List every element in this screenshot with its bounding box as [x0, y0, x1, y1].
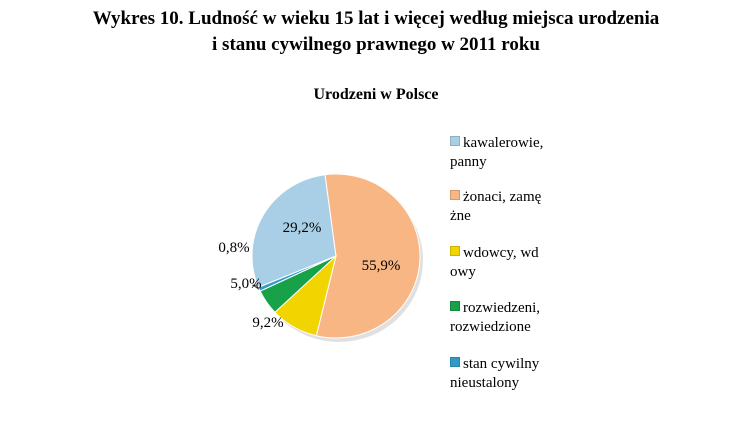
- legend-label: żonaci, zamę żne: [450, 189, 542, 224]
- legend-item-wdowcy: wdowcy, wd owy: [450, 244, 590, 282]
- legend-item-rozwiedzeni: rozwiedzeni, rozwiedzione: [450, 299, 590, 337]
- legend-swatch: [450, 301, 460, 311]
- legend-label: rozwiedzeni, rozwiedzione: [450, 300, 541, 335]
- leader-line: [251, 284, 260, 290]
- legend-swatch: [450, 246, 460, 256]
- legend-label: stan cywilny nieustalony: [450, 356, 540, 391]
- pie-slice: [315, 173, 421, 339]
- data-label: 55,9%: [362, 258, 401, 274]
- main-title: Wykres 10. Ludność w wieku 15 lat i więc…: [0, 6, 752, 58]
- main-title-line-1: Wykres 10. Ludność w wieku 15 lat i więc…: [92, 8, 660, 29]
- data-label: 29,2%: [283, 220, 322, 236]
- chart-title: Urodzeni w Polsce: [313, 86, 439, 103]
- pie-slice: [251, 174, 337, 289]
- main-title-line-2: i stanu cywilnego prawnego w 2011 roku: [212, 34, 540, 55]
- legend-swatch: [450, 357, 460, 367]
- legend-swatch: [450, 190, 460, 200]
- data-label: 5,0%: [230, 276, 261, 292]
- legend-label: wdowcy, wd owy: [450, 245, 539, 280]
- legend-label: kawalerowie, panny: [450, 135, 544, 170]
- legend-swatch: [450, 136, 460, 146]
- data-label: 0,8%: [218, 240, 249, 256]
- legend-item-kawalerowie: kawalerowie, panny: [450, 134, 590, 172]
- legend-item-zonaci: żonaci, zamę żne: [450, 188, 590, 226]
- legend-item-nieustalony: stan cywilny nieustalony: [450, 355, 590, 393]
- pie-slice: [257, 255, 337, 292]
- data-label: 9,2%: [252, 315, 283, 331]
